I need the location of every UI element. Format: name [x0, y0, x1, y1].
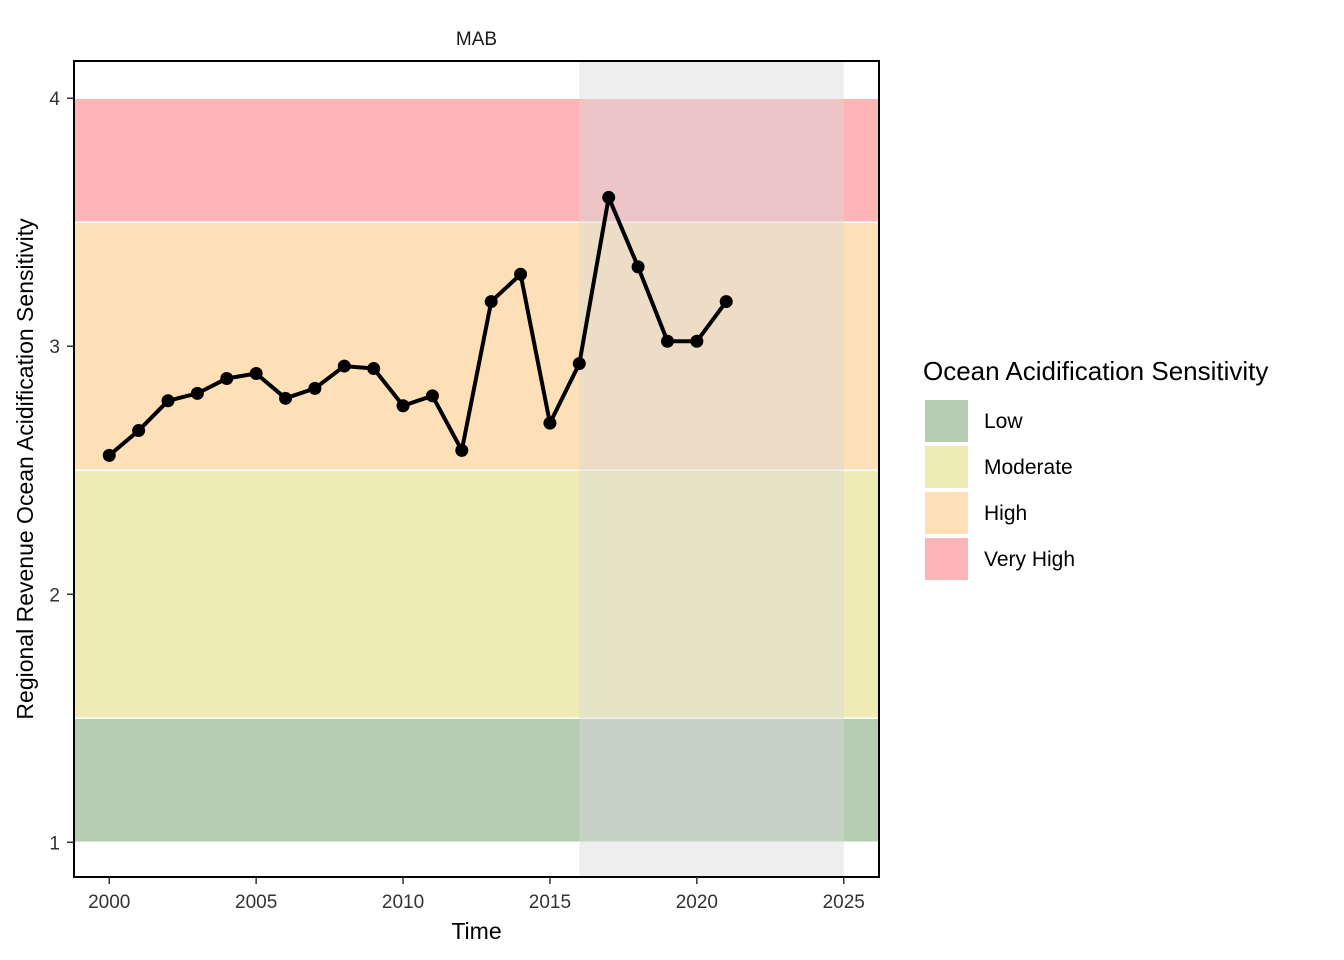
- y-tick-label: 1: [49, 833, 60, 854]
- data-point: [543, 416, 557, 430]
- data-point: [396, 399, 410, 413]
- x-tick-label: 2010: [382, 892, 424, 913]
- panel-border: [73, 60, 880, 878]
- data-point: [249, 367, 263, 381]
- data-point: [190, 386, 204, 400]
- legend-label-low: Low: [984, 410, 1023, 433]
- y-tick-label: 3: [49, 337, 60, 358]
- x-tick-label: 2020: [676, 892, 718, 913]
- panel-title: MAB: [456, 29, 497, 50]
- x-tick-label: 2015: [529, 892, 571, 913]
- legend-key-high: [925, 492, 968, 534]
- legend-key-moderate: [925, 446, 968, 488]
- data-point: [308, 381, 322, 395]
- band-moderate: [74, 470, 879, 719]
- data-point: [719, 295, 733, 309]
- legend-label-high: High: [984, 502, 1027, 525]
- y-axis: 1 2 3 4: [49, 89, 74, 854]
- legend-label-moderate: Moderate: [984, 456, 1073, 479]
- data-point: [484, 295, 498, 309]
- x-tick-label: 2025: [823, 892, 865, 913]
- y-axis-title: Regional Revenue Ocean Acidification Sen…: [12, 218, 38, 720]
- band-low: [74, 718, 879, 843]
- legend: Ocean Acidification Sensitivity Low Moder…: [923, 356, 1268, 580]
- legend-label-very-high: Very High: [984, 548, 1075, 571]
- data-point: [161, 394, 175, 408]
- legend-key-low: [925, 400, 968, 442]
- data-point: [455, 443, 469, 457]
- data-point: [572, 357, 586, 371]
- data-point: [367, 362, 381, 376]
- data-point: [132, 424, 146, 438]
- x-tick-label: 2000: [88, 892, 130, 913]
- data-point: [631, 260, 645, 274]
- data-point: [514, 267, 528, 281]
- plot-area: [73, 60, 880, 878]
- data-point: [279, 391, 293, 405]
- x-axis: 2000 2005 2010 2015 2020 2025: [88, 877, 865, 913]
- data-point: [690, 334, 704, 348]
- data-point: [337, 359, 351, 373]
- band-very-high: [74, 98, 879, 223]
- data-point: [425, 389, 439, 403]
- data-point: [102, 448, 116, 462]
- y-tick-label: 4: [49, 89, 60, 110]
- series-line: [107, 195, 729, 458]
- data-point: [660, 334, 674, 348]
- data-point: [220, 371, 234, 385]
- shaded-period: [579, 61, 844, 877]
- legend-key-very-high: [925, 538, 968, 580]
- data-point: [602, 190, 616, 204]
- band-high: [74, 222, 879, 471]
- legend-title: Ocean Acidification Sensitivity: [923, 356, 1268, 386]
- y-tick-label: 2: [49, 585, 60, 606]
- x-tick-label: 2005: [235, 892, 277, 913]
- x-axis-title: Time: [451, 918, 501, 944]
